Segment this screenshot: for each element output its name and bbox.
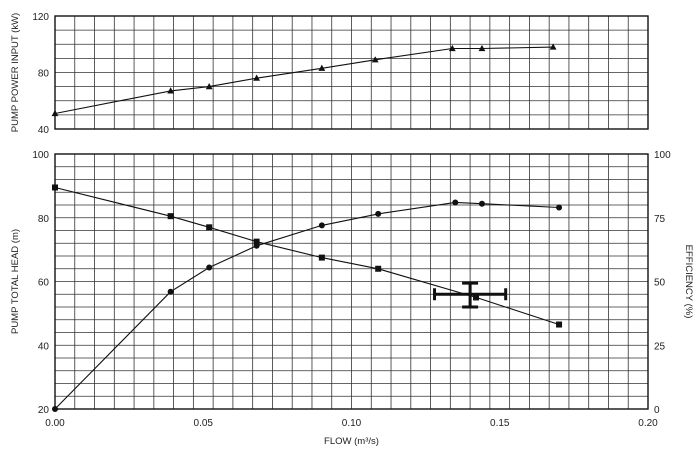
flow-x-tick-label: 0.20 <box>638 418 658 429</box>
power-point-triangle <box>205 83 213 90</box>
efficiency-point-circle <box>253 242 260 249</box>
flow-x-tick-label: 0.05 <box>194 418 214 429</box>
power-point-triangle <box>167 87 175 94</box>
power-y-axis-label: PUMP POWER INPUT (kW) <box>10 13 21 132</box>
head-y-tick-label: 100 <box>32 150 49 161</box>
power-point-triangle <box>549 43 557 50</box>
efficiency-series-line <box>54 201 560 410</box>
efficiency-y-tick-label: 75 <box>654 214 666 225</box>
head-point-square <box>318 254 325 261</box>
efficiency-y-tick-label: 100 <box>654 150 671 161</box>
power-input-chart: 40 80 120 PUMP POWER INPUT (kW) <box>10 12 649 136</box>
head-point-square <box>206 224 213 231</box>
power-series-line <box>54 46 554 115</box>
head-point-square <box>473 294 480 301</box>
head-point-square <box>167 213 174 220</box>
head-y-tick-label: 20 <box>38 405 50 416</box>
power-point-triangle <box>371 56 379 63</box>
efficiency-point-circle <box>556 204 563 211</box>
head-y-tick-label: 60 <box>38 278 50 289</box>
efficiency-point-circle <box>206 264 213 271</box>
power-point-triangle <box>318 64 326 71</box>
power-point-triangle <box>51 109 59 117</box>
head-point-square <box>556 321 563 328</box>
efficiency-point-circle <box>452 199 459 206</box>
power-y-tick-label: 120 <box>32 12 49 23</box>
power-point-triangle <box>478 44 486 52</box>
head-point-square <box>253 238 260 245</box>
flow-x-axis-label: FLOW (m³/s) <box>324 436 379 447</box>
head-plot-frame <box>54 153 649 410</box>
efficiency-y-axis-label: EFFICIENCY (%) <box>683 245 694 319</box>
head-y-axis-label: PUMP TOTAL HEAD (m) <box>10 229 21 334</box>
head-point-square <box>375 265 382 272</box>
efficiency-y-tick-label: 0 <box>654 405 660 416</box>
efficiency-y-tick-label: 50 <box>654 278 666 289</box>
efficiency-point-circle <box>375 210 382 217</box>
head-y-tick-label: 80 <box>38 214 50 225</box>
head-efficiency-chart: 20 40 60 80 100 0 25 50 75 100 0.00 0.05 0.10 0.15 0.2… <box>10 150 694 447</box>
power-y-tick-label: 40 <box>38 125 50 136</box>
head-series-line <box>54 186 560 326</box>
power-y-tick-label: 80 <box>38 69 50 80</box>
power-point-triangle <box>253 74 261 81</box>
head-y-tick-label: 40 <box>38 341 50 352</box>
flow-x-tick-label: 0.10 <box>342 418 362 429</box>
efficiency-point-circle <box>52 406 58 412</box>
efficiency-point-circle <box>167 288 174 295</box>
efficiency-point-circle <box>478 200 485 207</box>
efficiency-y-tick-label: 25 <box>654 341 666 352</box>
efficiency-point-circle <box>318 222 325 229</box>
flow-x-tick-label: 0.15 <box>490 418 510 429</box>
head-point-square <box>52 184 58 191</box>
flow-x-tick-label: 0.00 <box>45 418 65 429</box>
power-point-triangle <box>448 44 456 52</box>
power-plot-frame <box>54 15 649 130</box>
